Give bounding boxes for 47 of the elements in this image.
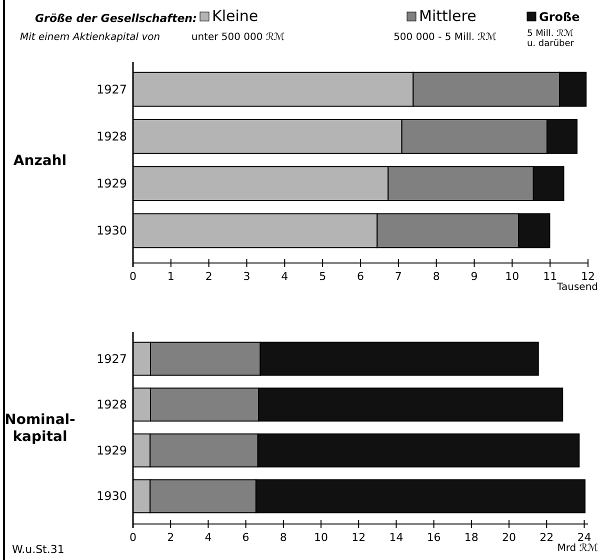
x-tick-label: 22	[540, 531, 554, 544]
x-tick-label: 8	[280, 531, 287, 544]
x-tick-label: 12	[352, 531, 366, 544]
y-tick-label: 1930	[96, 489, 127, 504]
x-tick-label: 24	[577, 531, 592, 544]
text: 500 000 - 5 Mill. ℛℳ	[394, 32, 497, 43]
x-tick-label: 4	[204, 531, 212, 544]
y-tick-label: 1929	[96, 176, 127, 191]
x-tick-label: 1	[167, 270, 174, 283]
text: Mit einem Aktienkapital von	[20, 32, 160, 43]
y-tick-label: 1929	[96, 443, 127, 458]
x-tick-label: 5	[319, 270, 326, 283]
x-tick-label: 12	[581, 270, 595, 283]
x-tick-label: 3	[243, 270, 250, 283]
text: 5 Mill. ℛℳ u. darüber	[527, 29, 574, 49]
legend-label: Kleine	[212, 7, 258, 25]
x-tick-label: 11	[543, 270, 558, 283]
x-tick-label: 2	[205, 270, 212, 283]
x-tick-label: 0	[130, 531, 136, 544]
x-tick-label: 16	[426, 531, 441, 544]
x-tick-label: 14	[389, 531, 404, 544]
y-axis-title: Nominal- kapital	[4, 412, 76, 445]
x-tick-label: 0	[130, 270, 136, 283]
text: W.u.St.31	[12, 543, 64, 556]
y-tick-label: 1927	[96, 352, 127, 366]
x-tick-label: 8	[432, 270, 440, 283]
x-tick-label: 20	[502, 531, 516, 544]
x-axis-title: Tausend	[556, 282, 598, 293]
x-tick-label: 18	[464, 531, 478, 544]
x-tick-label: 4	[281, 270, 288, 283]
y-tick-label: 1928	[96, 398, 127, 412]
legend-label: Mittlere	[419, 7, 476, 25]
text: unter 500 000 ℛℳ	[191, 32, 285, 43]
y-tick-label: 1927	[96, 82, 127, 96]
x-tick-label: 2	[167, 531, 174, 544]
x-tick-label: 6	[357, 270, 364, 283]
x-tick-label: 6	[242, 531, 250, 544]
x-tick-label: 10	[505, 270, 520, 283]
y-tick-label: 1928	[96, 129, 127, 144]
y-tick-label: 1930	[96, 224, 127, 238]
x-tick-label: 7	[394, 270, 402, 283]
x-axis-title: Mrd ℛℳ	[557, 543, 598, 554]
y-axis-title: Anzahl	[13, 153, 67, 169]
x-tick-label: 10	[314, 531, 328, 544]
legend-title: Größe der Gesellschaften:	[35, 12, 197, 25]
legend-label: Große	[539, 10, 580, 24]
x-tick-label: 9	[470, 270, 478, 283]
